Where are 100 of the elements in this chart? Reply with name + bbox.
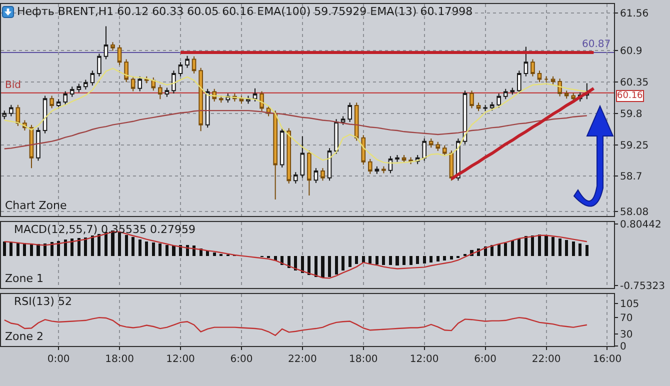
bar [375, 256, 378, 264]
chart-title: RSI(13) 52 [14, 294, 72, 308]
candlestick [218, 95, 224, 104]
bar [44, 244, 47, 256]
candlestick [361, 134, 366, 166]
candlestick [2, 110, 7, 120]
bar [504, 242, 508, 256]
bar [430, 256, 433, 262]
chart-title: Нефть BRENT,H1 60.12 60.33 60.05 60.16 EMA(100) 59.75929 EMA(13) 60.17998 [17, 4, 473, 18]
bar [172, 246, 176, 256]
candlestick [307, 150, 312, 196]
bar [524, 236, 528, 256]
candlestick [327, 148, 332, 182]
bar [84, 237, 88, 256]
line-series [4, 68, 588, 164]
candlestick [76, 83, 82, 93]
candlestick [340, 116, 346, 126]
bar [388, 256, 392, 266]
y-tick-label: 60.9 [620, 46, 642, 58]
candlestick [348, 102, 352, 122]
candlestick [280, 127, 284, 168]
candlestick [558, 78, 562, 97]
candlestick [130, 76, 136, 92]
candlestick [70, 86, 74, 98]
bar [355, 256, 358, 264]
candlestick [104, 26, 108, 60]
bar [64, 239, 67, 256]
bar [531, 235, 534, 256]
candlestick [50, 95, 54, 109]
candlestick [273, 110, 278, 200]
y-tick-label: 58.08 [620, 206, 649, 218]
candlestick [151, 77, 156, 92]
x-tick-label: 6:00 [230, 354, 253, 365]
bar [138, 239, 142, 256]
candlestick [36, 127, 40, 162]
candlestick [564, 90, 569, 100]
candlestick [496, 92, 502, 108]
bar [321, 256, 324, 278]
bar [334, 256, 338, 275]
bar [443, 256, 446, 260]
candlestick [408, 156, 413, 165]
candlestick [402, 154, 406, 164]
bar [57, 240, 60, 256]
candlestick [260, 90, 264, 112]
candlestick [354, 102, 359, 142]
candlestick [286, 128, 292, 184]
x-tick-label: 12:00 [410, 354, 439, 365]
candlestick [205, 88, 210, 128]
bar [538, 234, 542, 256]
candlestick [158, 84, 162, 100]
bar [518, 238, 521, 256]
bar [558, 238, 562, 256]
y-tick-label: 105 [620, 298, 640, 310]
candlestick [550, 76, 556, 85]
y-tick-label: 30 [620, 329, 633, 340]
candlestick [544, 76, 548, 83]
candlestick [510, 87, 515, 96]
bar [342, 256, 345, 271]
y-tick-label: 60.35 [620, 78, 649, 89]
y-tick-label: 70 [620, 313, 633, 324]
candlestick [117, 44, 122, 66]
candlestick [90, 70, 95, 86]
bar [585, 244, 588, 256]
candlestick [470, 90, 474, 109]
chart-title: MACD(12,55,7) 0.35535 0.27959 [14, 222, 196, 236]
bar [572, 242, 575, 256]
y-tick-label: 59.25 [620, 140, 649, 152]
annotation: Zone 1 [5, 272, 44, 285]
candlestick [300, 136, 305, 178]
x-tick-label: 22:00 [532, 354, 561, 365]
bar [422, 256, 426, 264]
bar [165, 244, 168, 256]
x-tick-label: 16:00 [592, 354, 622, 365]
annotation: Zone 2 [5, 330, 44, 343]
candlestick [192, 56, 196, 74]
bar [565, 240, 568, 256]
annotation: Chart Zone [5, 199, 67, 212]
x-tick-label: 12:00 [166, 354, 195, 365]
bar [416, 256, 420, 264]
candlestick [374, 166, 380, 174]
candlestick [530, 58, 535, 77]
bar [328, 256, 332, 277]
candlestick [483, 104, 488, 112]
bar [300, 256, 304, 274]
y-tick-label: 61.56 [620, 8, 649, 20]
candlestick [110, 42, 115, 52]
candlestick [198, 67, 203, 132]
bar [409, 256, 412, 265]
bar [23, 242, 26, 256]
bar [77, 238, 80, 256]
bar [450, 256, 453, 260]
candlestick [524, 46, 528, 77]
x-tick-label: 0:00 [47, 354, 70, 365]
bar [104, 232, 108, 256]
x-tick-label: 22:00 [288, 354, 317, 365]
annotation: Bid [5, 80, 21, 91]
bar [497, 244, 500, 256]
bar [50, 242, 54, 256]
bar [145, 241, 148, 256]
bar [382, 256, 386, 265]
